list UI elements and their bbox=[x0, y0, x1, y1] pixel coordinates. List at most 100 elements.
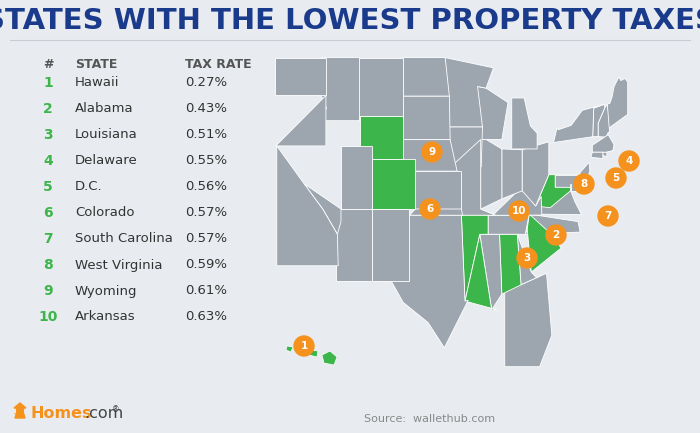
Text: 3: 3 bbox=[524, 253, 531, 263]
Text: .com: .com bbox=[84, 405, 123, 420]
Polygon shape bbox=[341, 146, 372, 209]
Polygon shape bbox=[276, 95, 326, 146]
Text: 0.51%: 0.51% bbox=[185, 129, 227, 142]
Text: 8: 8 bbox=[580, 179, 587, 189]
Circle shape bbox=[420, 199, 440, 219]
Text: 6: 6 bbox=[426, 204, 433, 214]
Polygon shape bbox=[415, 171, 461, 209]
Circle shape bbox=[606, 168, 626, 188]
Text: Delaware: Delaware bbox=[75, 155, 138, 168]
Polygon shape bbox=[608, 77, 628, 129]
Text: 5: 5 bbox=[43, 180, 53, 194]
Text: STATE: STATE bbox=[75, 58, 118, 71]
Circle shape bbox=[509, 201, 529, 221]
Polygon shape bbox=[593, 104, 605, 137]
Polygon shape bbox=[500, 234, 521, 294]
Polygon shape bbox=[322, 351, 337, 365]
Polygon shape bbox=[403, 96, 450, 139]
Text: Louisiana: Louisiana bbox=[75, 129, 138, 142]
Polygon shape bbox=[502, 149, 522, 199]
Polygon shape bbox=[445, 127, 482, 167]
Polygon shape bbox=[286, 346, 293, 352]
Text: 2: 2 bbox=[552, 230, 559, 240]
Text: Colorado: Colorado bbox=[75, 207, 134, 220]
Polygon shape bbox=[296, 348, 304, 355]
Text: 9: 9 bbox=[428, 147, 435, 157]
Polygon shape bbox=[461, 215, 488, 301]
Text: Alabama: Alabama bbox=[75, 103, 134, 116]
Polygon shape bbox=[527, 214, 561, 272]
Polygon shape bbox=[15, 411, 25, 418]
Polygon shape bbox=[570, 184, 571, 186]
Polygon shape bbox=[410, 209, 463, 215]
Polygon shape bbox=[321, 58, 360, 121]
Polygon shape bbox=[360, 116, 403, 158]
Polygon shape bbox=[549, 173, 581, 184]
Text: 10: 10 bbox=[512, 206, 526, 216]
Polygon shape bbox=[505, 273, 552, 367]
Text: 0.61%: 0.61% bbox=[185, 284, 227, 297]
Polygon shape bbox=[522, 142, 549, 206]
Text: 8: 8 bbox=[43, 258, 53, 272]
Polygon shape bbox=[372, 209, 410, 281]
Text: South Carolina: South Carolina bbox=[75, 233, 173, 246]
Polygon shape bbox=[481, 139, 502, 209]
Polygon shape bbox=[445, 58, 493, 127]
Polygon shape bbox=[472, 87, 508, 139]
Text: 4: 4 bbox=[43, 154, 53, 168]
Polygon shape bbox=[276, 146, 338, 266]
Text: 3: 3 bbox=[43, 128, 52, 142]
Text: STATES WITH THE LOWEST PROPERTY TAXES: STATES WITH THE LOWEST PROPERTY TAXES bbox=[0, 7, 700, 35]
Polygon shape bbox=[536, 174, 570, 208]
Polygon shape bbox=[465, 234, 498, 310]
Circle shape bbox=[619, 151, 639, 171]
Circle shape bbox=[598, 206, 618, 226]
Polygon shape bbox=[603, 152, 607, 157]
Polygon shape bbox=[14, 403, 26, 408]
Text: 0.63%: 0.63% bbox=[185, 310, 227, 323]
Circle shape bbox=[17, 405, 24, 413]
Text: Hawaii: Hawaii bbox=[75, 77, 120, 90]
Text: Wyoming: Wyoming bbox=[75, 284, 137, 297]
Text: 5: 5 bbox=[612, 173, 620, 183]
Text: 0.57%: 0.57% bbox=[185, 207, 227, 220]
Text: 1: 1 bbox=[43, 76, 53, 90]
Polygon shape bbox=[454, 139, 496, 215]
Circle shape bbox=[574, 174, 594, 194]
Polygon shape bbox=[598, 104, 610, 137]
Text: D.C.: D.C. bbox=[75, 181, 103, 194]
Polygon shape bbox=[529, 174, 582, 215]
Polygon shape bbox=[554, 104, 605, 142]
Text: Arkansas: Arkansas bbox=[75, 310, 136, 323]
Polygon shape bbox=[403, 139, 457, 171]
Polygon shape bbox=[309, 350, 318, 357]
Text: 10: 10 bbox=[38, 310, 57, 324]
Text: Source:  wallethub.com: Source: wallethub.com bbox=[365, 414, 496, 424]
Polygon shape bbox=[304, 184, 341, 234]
Polygon shape bbox=[578, 174, 582, 191]
Polygon shape bbox=[591, 152, 603, 158]
Text: 2: 2 bbox=[43, 102, 53, 116]
Polygon shape bbox=[493, 187, 542, 215]
Text: West Virginia: West Virginia bbox=[75, 259, 162, 271]
Text: 0.59%: 0.59% bbox=[185, 259, 227, 271]
Text: 1: 1 bbox=[300, 341, 307, 351]
Polygon shape bbox=[275, 58, 326, 95]
Text: 0.27%: 0.27% bbox=[185, 77, 227, 90]
Text: 0.55%: 0.55% bbox=[185, 155, 227, 168]
Polygon shape bbox=[387, 215, 468, 348]
Polygon shape bbox=[403, 58, 449, 96]
Text: 7: 7 bbox=[604, 211, 612, 221]
Text: 6: 6 bbox=[43, 206, 52, 220]
Polygon shape bbox=[372, 158, 415, 209]
Polygon shape bbox=[555, 174, 578, 191]
Circle shape bbox=[294, 336, 314, 356]
Polygon shape bbox=[480, 234, 502, 310]
Text: #: # bbox=[43, 58, 53, 71]
Polygon shape bbox=[512, 98, 537, 149]
Polygon shape bbox=[328, 58, 403, 116]
Polygon shape bbox=[580, 162, 590, 184]
Circle shape bbox=[517, 248, 537, 268]
Circle shape bbox=[422, 142, 442, 162]
Text: 0.56%: 0.56% bbox=[185, 181, 227, 194]
